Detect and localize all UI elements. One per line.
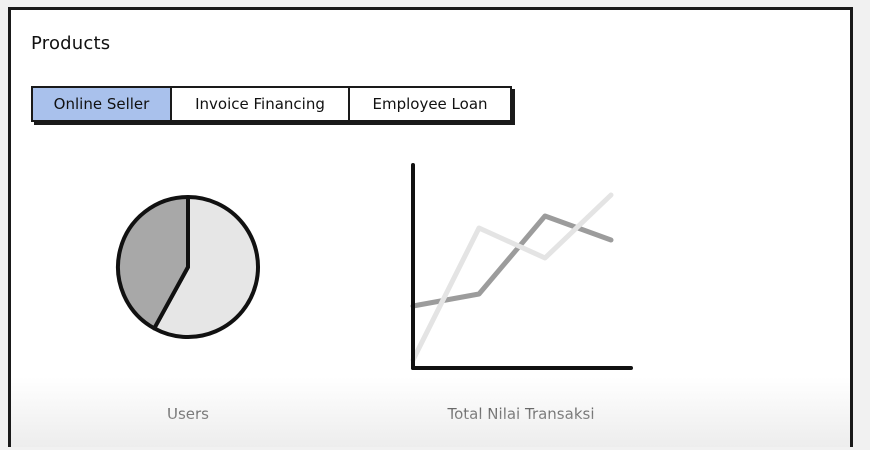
users-caption: Users [166, 405, 209, 423]
page-title: Products [31, 33, 111, 54]
line-series [410, 192, 614, 363]
tab-online-seller[interactable]: Online Seller [33, 88, 172, 120]
users-pie-chart [116, 195, 260, 339]
total-nilai-transaksi-caption: Total Nilai Transaksi [447, 405, 595, 423]
transactions-line-chart [410, 163, 633, 370]
line-series [410, 213, 614, 309]
product-tabs: Online Seller Invoice Financing Employee… [31, 86, 512, 122]
tab-invoice-financing[interactable]: Invoice Financing [172, 88, 350, 120]
pie-slice [116, 195, 190, 331]
pie-slice [152, 195, 260, 339]
charts-canvas [116, 163, 633, 370]
products-panel: Products Online Seller Invoice Financing… [8, 7, 853, 447]
tab-employee-loan[interactable]: Employee Loan [372, 95, 488, 113]
